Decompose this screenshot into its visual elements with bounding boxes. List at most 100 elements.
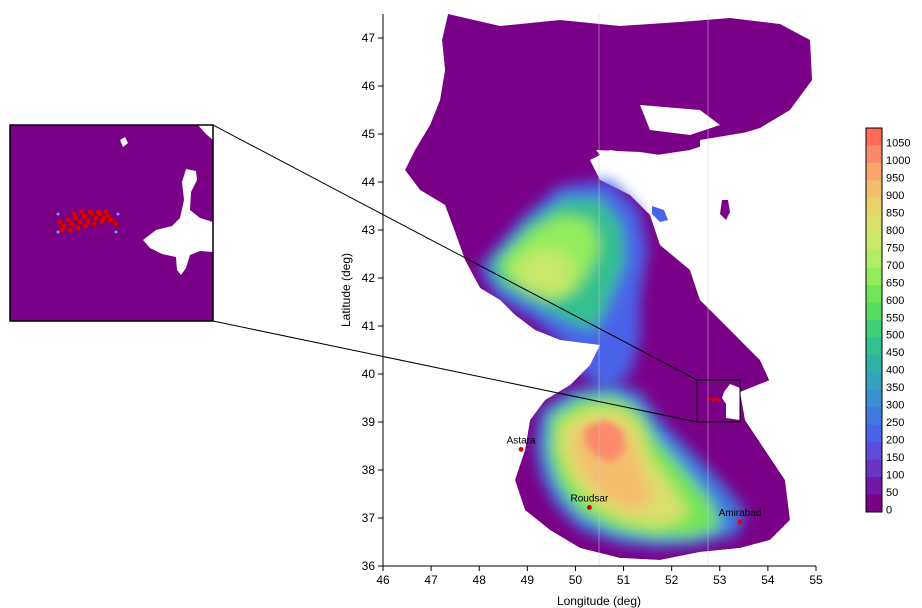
colorbar-label: 450 [886, 347, 904, 359]
x-tick-label: 48 [473, 573, 487, 587]
survey-points [56, 209, 120, 234]
y-axis-title: Latitude (deg) [339, 253, 353, 327]
inset-frame [9, 124, 214, 322]
city-marker [518, 446, 524, 452]
colorbar-label: 400 [886, 365, 904, 377]
survey-point [65, 217, 71, 223]
colorbar-segment [866, 459, 882, 478]
inset-land-spit [722, 384, 740, 420]
y-tick-label: 45 [362, 127, 376, 141]
survey-point [71, 211, 77, 217]
colorbar-segment [866, 337, 882, 356]
colorbar-label: 1000 [886, 155, 910, 167]
survey-point [99, 219, 105, 225]
y-tick-label: 39 [362, 415, 376, 429]
colorbar-segment [866, 250, 882, 269]
inset-land [143, 169, 213, 275]
colorbar-label: 150 [886, 452, 904, 464]
inset-islet [120, 137, 128, 147]
colorbar-label: 650 [886, 277, 904, 289]
colorbar-label: 750 [886, 242, 904, 254]
colorbar: 1050100095090085080075070065060055050045… [865, 127, 910, 516]
colorbar-segment [866, 354, 882, 373]
inset-zoom-panel [9, 124, 214, 322]
colorbar-segment [866, 407, 882, 426]
y-axis-ticks: 36 37 38 39 40 41 42 43 44 45 46 47 [362, 31, 383, 573]
map-plot-area [383, 14, 816, 566]
colorbar-label: 50 [886, 487, 898, 499]
colorbar-label: 200 [886, 434, 904, 446]
survey-point [95, 209, 101, 215]
x-tick-label: 49 [521, 573, 535, 587]
x-tick-label: 47 [424, 573, 438, 587]
x-tick-label: 55 [809, 573, 823, 587]
survey-corner-point [116, 212, 120, 216]
colorbar-segment [866, 494, 882, 513]
y-tick-label: 47 [362, 31, 376, 45]
y-tick-label: 41 [362, 319, 376, 333]
city-marker [586, 505, 592, 510]
colorbar-label: 100 [886, 469, 904, 481]
bay-depth [652, 206, 668, 222]
colorbar-label: 900 [886, 190, 904, 202]
city-markers: Astara Roudsar Amirabad [507, 435, 762, 525]
colorbar-segment [866, 197, 882, 216]
colorbar-segment [866, 215, 882, 234]
city-label: Amirabad [719, 508, 762, 519]
survey-point [93, 215, 99, 221]
colorbar-segment [866, 442, 882, 461]
city-label: Roudsar [570, 493, 608, 504]
colorbar-segment [866, 285, 882, 304]
colorbar-segment [866, 145, 882, 164]
inset-connector-bottom [212, 320, 698, 423]
survey-corner-point [56, 230, 60, 234]
colorbar-segment [866, 180, 882, 199]
colorbar-segment [866, 424, 882, 443]
colorbar-label: 600 [886, 295, 904, 307]
survey-point [75, 225, 81, 231]
colorbar-segment [866, 162, 882, 181]
survey-point [113, 221, 119, 227]
survey-point [57, 219, 63, 225]
survey-point [67, 227, 73, 233]
x-axis-ticks: 46 47 48 49 50 51 52 53 54 55 [376, 566, 823, 587]
colorbar-segment [866, 372, 882, 391]
x-tick-label: 46 [376, 573, 390, 587]
colorbar-segment [866, 302, 882, 321]
middle-basin-depth [478, 180, 648, 392]
y-tick-label: 44 [362, 175, 376, 189]
colorbar-segment [866, 477, 882, 496]
y-tick-label: 42 [362, 271, 376, 285]
colorbar-segment [866, 128, 882, 146]
colorbar-segment [866, 389, 882, 408]
survey-point [91, 221, 97, 227]
survey-point [69, 221, 75, 227]
city-marker [737, 519, 743, 525]
survey-point [77, 219, 83, 225]
colorbar-label: 700 [886, 260, 904, 272]
x-axis-title: Longitude (deg) [557, 594, 641, 608]
survey-point [59, 227, 65, 233]
y-tick-label: 46 [362, 79, 376, 93]
x-tick-label: 52 [665, 573, 679, 587]
x-tick-label: 51 [617, 573, 631, 587]
colorbar-label: 1050 [886, 138, 910, 150]
y-tick-label: 43 [362, 223, 376, 237]
survey-point [79, 209, 85, 215]
colorbar-label: 250 [886, 417, 904, 429]
colorbar-label: 550 [886, 312, 904, 324]
colorbar-frame [865, 127, 883, 513]
colorbar-label: 950 [886, 173, 904, 185]
colorbar-segment [866, 267, 882, 286]
x-tick-label: 50 [569, 573, 583, 587]
inset-region-box [696, 379, 741, 423]
survey-point [85, 217, 91, 223]
colorbar-label: 500 [886, 330, 904, 342]
colorbar-label: 800 [886, 225, 904, 237]
colorbar-segment [866, 232, 882, 251]
survey-point [83, 223, 89, 229]
survey-point [87, 209, 93, 215]
colorbar-label: 350 [886, 382, 904, 394]
